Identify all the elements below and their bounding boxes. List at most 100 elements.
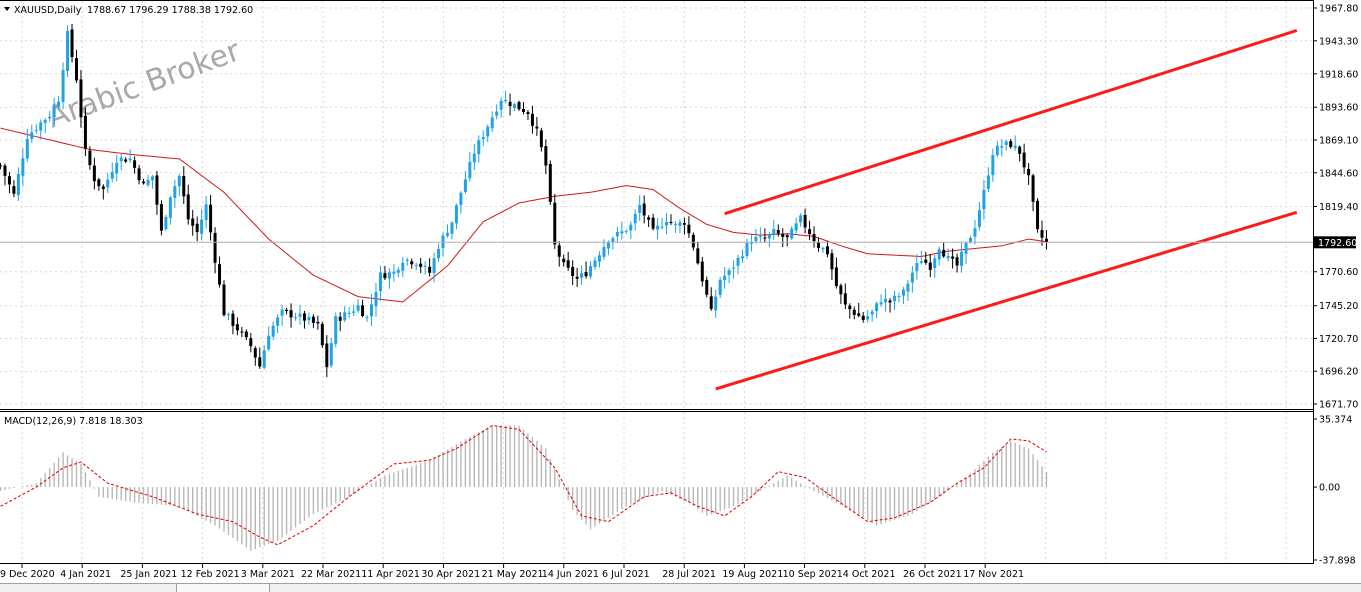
candle-body — [964, 242, 968, 254]
candle-body — [106, 179, 110, 188]
candle-body — [177, 176, 181, 187]
moving-average-series — [0, 127, 1047, 303]
candle-body — [311, 316, 315, 323]
candle-body — [316, 321, 320, 324]
candle-body — [660, 226, 664, 228]
candle-body — [910, 272, 914, 283]
candle-body — [334, 316, 338, 344]
candle-body — [732, 267, 736, 269]
candle-body — [696, 248, 700, 264]
candle-body — [454, 205, 458, 224]
price-tick-label: 1943.30 — [1319, 36, 1358, 47]
moving-average-line — [0, 127, 1047, 303]
candle-body — [951, 256, 955, 259]
chart-tab[interactable] — [176, 584, 270, 592]
candle-body — [307, 316, 311, 321]
candle-body — [173, 186, 177, 198]
price-tick-label: 1819.40 — [1319, 202, 1358, 213]
time-tick-label: 26 Oct 2021 — [903, 569, 962, 580]
candle-body — [1044, 238, 1048, 243]
candle-body — [812, 234, 816, 242]
candle-body — [101, 186, 105, 189]
candle-body — [977, 210, 981, 227]
candle-body — [593, 260, 597, 268]
candle-body — [508, 101, 512, 107]
candle-body — [74, 58, 78, 81]
candle-body — [43, 119, 47, 123]
candle-body — [794, 223, 798, 231]
chart-tabs-bar — [0, 583, 1361, 592]
candle-body — [124, 159, 128, 162]
candle-body — [155, 175, 159, 205]
candle-body — [1022, 152, 1026, 168]
candle-body — [548, 163, 552, 202]
candle-body — [235, 324, 239, 331]
price-tick-label: 1844.60 — [1319, 168, 1358, 179]
channel-lower-trendline[interactable] — [715, 210, 1298, 391]
candle-body — [562, 258, 566, 263]
candle-body — [182, 176, 186, 197]
candle-body — [428, 266, 432, 273]
candle-body — [839, 285, 843, 295]
candle-body — [584, 272, 588, 277]
candle-body — [647, 217, 651, 220]
candle-body — [575, 276, 579, 279]
channel-upper-trendline[interactable] — [724, 29, 1298, 216]
candle-body — [226, 314, 230, 316]
candle-body — [642, 203, 646, 216]
candle-body — [606, 242, 610, 249]
candle-body — [52, 105, 56, 118]
current-price-label: 1792.60 — [1318, 238, 1357, 249]
candle-body — [294, 317, 298, 319]
candle-body — [338, 316, 342, 321]
candle-body — [200, 219, 204, 234]
candle-body — [749, 241, 753, 244]
time-tick-label: 17 Nov 2021 — [963, 569, 1024, 580]
candle-body — [48, 116, 52, 119]
candle-body — [21, 158, 25, 176]
candle-body — [495, 111, 499, 116]
candle-body — [973, 228, 977, 237]
macd-tick-label: 35.374 — [1319, 415, 1352, 426]
candle-body — [119, 157, 123, 162]
price-axis: 1967.80 1943.30 1918.60 1893.60 1869.10 1844.… — [1313, 4, 1358, 411]
candle-body — [624, 231, 628, 233]
candle-body — [942, 249, 946, 257]
candle-body — [419, 263, 423, 267]
symbol-title[interactable]: XAUUSD,Daily — [14, 5, 82, 16]
candle-body — [772, 229, 776, 235]
macd-tick-label: 0.00 — [1319, 483, 1340, 494]
candle-body — [365, 317, 369, 319]
candle-body — [70, 29, 74, 58]
candle-body — [982, 189, 986, 210]
candle-body — [459, 192, 463, 205]
candle-body — [133, 160, 137, 168]
candle-body — [352, 311, 356, 313]
candle-body — [142, 181, 146, 184]
candle-body — [343, 312, 347, 321]
candle-body — [1018, 146, 1022, 154]
candle-body — [530, 113, 534, 126]
candle-body — [481, 136, 485, 140]
candle-body — [901, 289, 905, 296]
candle-body — [450, 222, 454, 234]
candle-body — [3, 165, 7, 176]
candle-body — [383, 273, 387, 279]
candle-body — [986, 175, 990, 189]
candle-body — [374, 292, 378, 307]
candle-body — [213, 232, 217, 263]
candle-body — [933, 258, 937, 268]
candle-body — [486, 126, 490, 137]
candle-body — [727, 270, 731, 276]
candle-body — [893, 295, 896, 302]
candle-body — [325, 343, 329, 368]
candle-body — [924, 259, 928, 263]
candle-body — [960, 251, 964, 266]
candle-body — [410, 261, 414, 265]
candle-body — [866, 316, 870, 320]
candle-body — [843, 293, 847, 305]
candle-body — [825, 246, 829, 255]
candle-body — [691, 234, 695, 248]
time-tick-label: 9 Dec 2020 — [0, 569, 55, 580]
symbol-dropdown-icon[interactable] — [4, 7, 10, 11]
